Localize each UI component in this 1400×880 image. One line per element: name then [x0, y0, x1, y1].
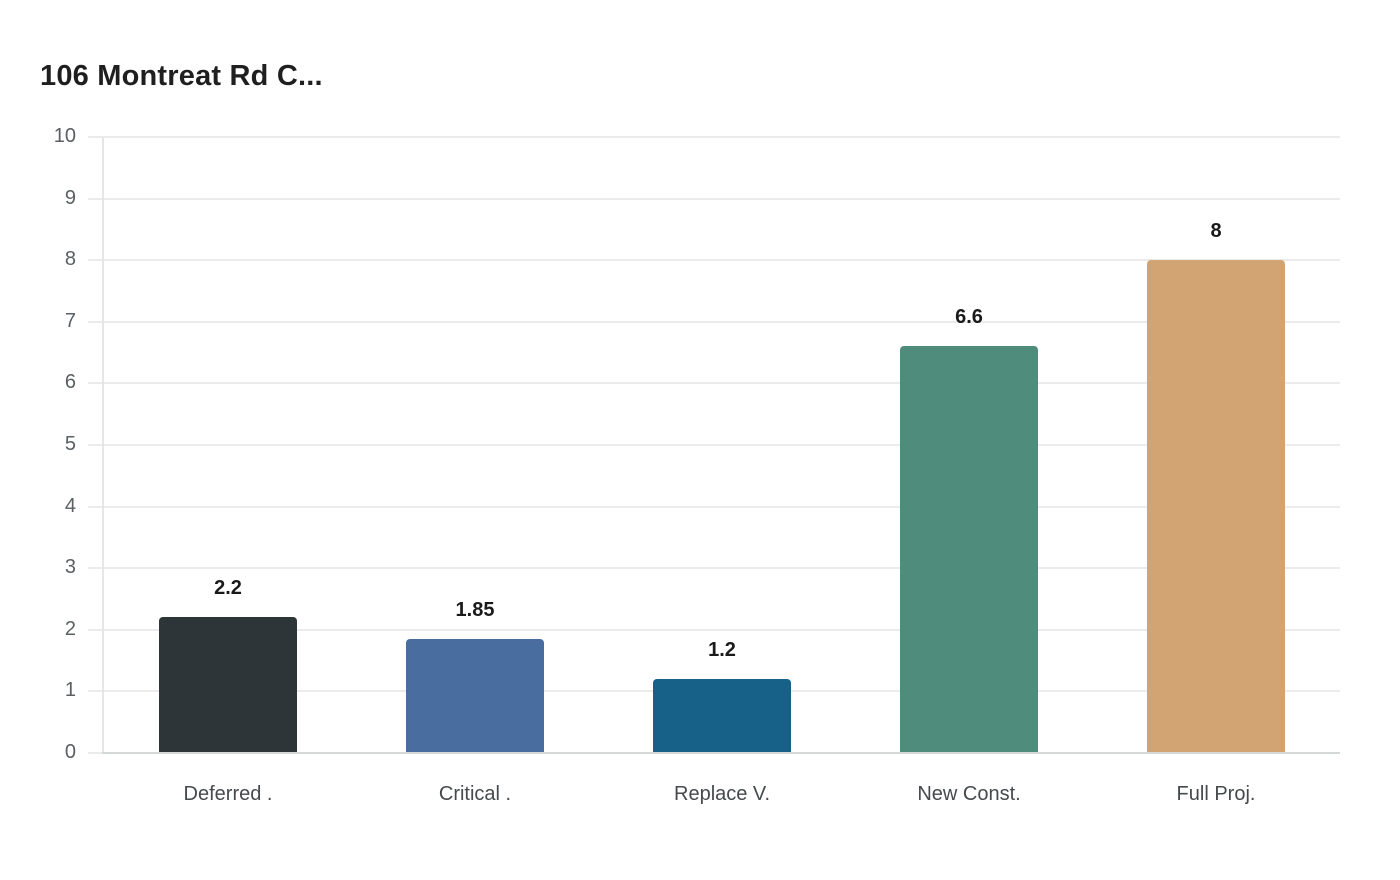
y-tick-label: 0 — [64, 741, 76, 763]
y-axis-line — [102, 137, 104, 754]
bar-deferred[interactable] — [159, 617, 297, 753]
value-label-critical: 1.85 — [455, 599, 495, 622]
x-label-new-const: New Const. — [917, 783, 1021, 805]
y-tick-label: 6 — [64, 371, 76, 394]
value-label-full-proj: 8 — [1210, 220, 1222, 243]
x-label-critical: Critical . — [438, 783, 512, 805]
gridline — [88, 505, 1340, 508]
y-tick-label: 3 — [64, 556, 76, 579]
gridline — [88, 444, 1340, 446]
gridline — [88, 382, 1340, 385]
x-label-full-proj: Full Proj. — [1176, 783, 1256, 805]
bar-full-proj[interactable] — [1147, 260, 1285, 753]
gridline — [88, 567, 1340, 570]
value-label-replace: 1.2 — [708, 639, 736, 662]
gridline — [88, 320, 1340, 323]
bar-replace[interactable] — [653, 679, 791, 753]
gridline — [88, 136, 1340, 138]
x-axis-line — [102, 752, 1340, 754]
x-label-deferred: Deferred . — [183, 783, 273, 805]
y-tick-label: 1 — [64, 679, 76, 702]
y-tick-label: 7 — [64, 309, 76, 332]
value-label-new-const: 6.6 — [955, 306, 983, 329]
y-tick-label: 9 — [64, 186, 76, 209]
x-label-replace: Replace V. — [674, 783, 770, 805]
gridline — [88, 259, 1340, 262]
y-tick-label: 2 — [64, 617, 76, 640]
value-label-deferred: 2.2 — [214, 577, 242, 600]
y-tick-label: 8 — [64, 248, 76, 271]
bar-new-const[interactable] — [900, 346, 1038, 753]
chart-title: 106 Montreat Rd C... — [40, 60, 323, 92]
bar-critical[interactable] — [406, 639, 544, 753]
gridline — [88, 628, 1340, 631]
y-tick-label: 4 — [64, 494, 76, 517]
y-tick-label: 10 — [53, 125, 76, 147]
y-tick-label: 5 — [64, 433, 76, 455]
gridline — [88, 197, 1340, 200]
